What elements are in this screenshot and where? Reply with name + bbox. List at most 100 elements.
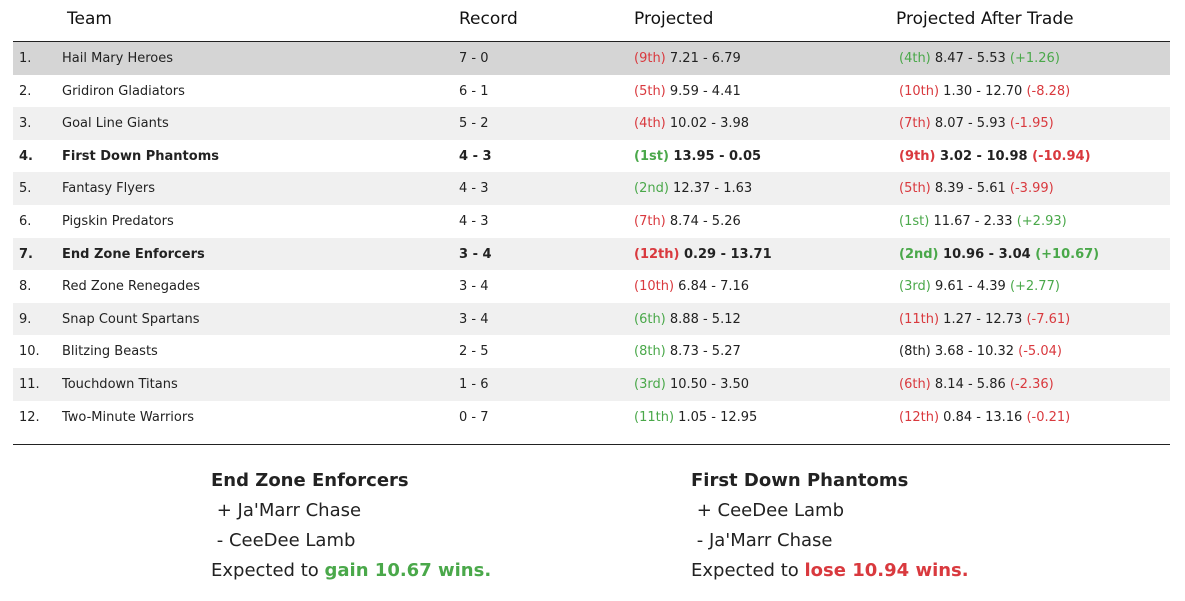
- projected-cell: (11th) 1.05 - 12.95: [634, 410, 757, 425]
- projected-rank: (6th): [634, 311, 666, 327]
- record-cell: 6 - 1: [459, 83, 489, 99]
- after-trade-rank: (6th): [899, 376, 931, 392]
- projected-record: 10.02 - 3.98: [669, 116, 750, 132]
- projected-record: 8.73 - 5.27: [669, 344, 741, 360]
- table-row[interactable]: 2. Gridiron Gladiators 6 - 1 (5th) 9.59 - 4…: [13, 75, 1170, 108]
- after-trade-rank: (12th): [899, 409, 940, 425]
- team-name-cell: Fantasy Flyers: [62, 181, 156, 197]
- column-header-projected-after-trade[interactable]: Projected After Trade: [896, 9, 1074, 29]
- rank-cell: 5.: [19, 181, 32, 197]
- team-name-cell: End Zone Enforcers: [62, 246, 205, 262]
- after-trade-rank: (7th): [899, 116, 931, 132]
- after-trade-rank: (1st): [899, 213, 930, 229]
- after-trade-record: 8.07 - 5.93: [934, 116, 1006, 132]
- projected-record: 8.74 - 5.26: [669, 213, 741, 229]
- table-row[interactable]: 8. Red Zone Renegades 3 - 4 (10th) 6.84 - 7…: [13, 270, 1170, 303]
- projected-after-trade-cell: (10th) 1.30 - 12.70 (-8.28): [899, 84, 1070, 99]
- table-row[interactable]: 4. First Down Phantoms 4 - 3 (1st) 13.95 - …: [13, 140, 1170, 173]
- projected-cell: (6th) 8.88 - 5.12: [634, 312, 741, 327]
- after-trade-delta: (+10.67): [1035, 246, 1100, 262]
- record-cell: 3 - 4: [459, 246, 492, 262]
- team-name-cell: Touchdown Titans: [62, 376, 178, 392]
- projected-after-trade-cell: (11th) 1.27 - 12.73 (-7.61): [899, 312, 1070, 327]
- team-name-cell: Gridiron Gladiators: [62, 83, 185, 99]
- projected-rank: (11th): [634, 409, 675, 425]
- projected-rank: (3rd): [634, 376, 666, 392]
- table-row[interactable]: 10. Blitzing Beasts 2 - 5 (8th) 8.73 - 5.27…: [13, 335, 1170, 368]
- after-trade-delta: (+1.26): [1009, 51, 1060, 66]
- column-header-projected[interactable]: Projected: [634, 9, 714, 29]
- summary-player-removed: - CeeDee Lamb: [216, 530, 356, 551]
- summary-player-added: + CeeDee Lamb: [696, 500, 845, 521]
- projected-rank: (4th): [634, 116, 666, 132]
- after-trade-delta: (-7.61): [1026, 311, 1071, 327]
- team-name-cell: First Down Phantoms: [62, 148, 219, 164]
- summary-team-name: First Down Phantoms: [691, 470, 909, 491]
- after-trade-delta: (+2.77): [1009, 279, 1060, 295]
- projected-cell: (10th) 6.84 - 7.16: [634, 279, 749, 294]
- rank-cell: 4.: [19, 148, 33, 164]
- column-header-record[interactable]: Record: [459, 9, 518, 29]
- rank-cell: 1.: [19, 51, 32, 66]
- record-cell: 4 - 3: [459, 148, 492, 164]
- record-cell: 4 - 3: [459, 181, 489, 197]
- projected-cell: (8th) 8.73 - 5.27: [634, 344, 741, 359]
- projected-record: 1.05 - 12.95: [678, 409, 758, 425]
- after-trade-record: 8.47 - 5.53: [934, 51, 1006, 66]
- projected-cell: (1st) 13.95 - 0.05: [634, 149, 761, 164]
- rank-cell: 2.: [19, 83, 32, 99]
- projected-cell: (12th) 0.29 - 13.71: [634, 247, 772, 262]
- rank-cell: 6.: [19, 213, 32, 229]
- record-cell: 2 - 5: [459, 344, 489, 360]
- projected-cell: (3rd) 10.50 - 3.50: [634, 377, 749, 392]
- table-row[interactable]: 6. Pigskin Predators 4 - 3 (7th) 8.74 - 5.2…: [13, 205, 1170, 238]
- rank-cell: 7.: [19, 246, 33, 262]
- after-trade-delta: (-10.94): [1032, 148, 1091, 164]
- summary-player-removed: - Ja'Marr Chase: [696, 530, 833, 551]
- summary-expectation-result: lose 10.94 wins.: [804, 560, 969, 581]
- after-trade-rank: (8th): [899, 344, 931, 360]
- projected-after-trade-cell: (12th) 0.84 - 13.16 (-0.21): [899, 410, 1070, 425]
- record-cell: 5 - 2: [459, 116, 489, 132]
- projected-cell: (7th) 8.74 - 5.26: [634, 214, 741, 229]
- trade-summary-left: End Zone Enforcers + Ja'Marr Chase - Cee…: [211, 470, 491, 590]
- after-trade-record: 3.68 - 10.32: [934, 344, 1015, 360]
- table-row[interactable]: 5. Fantasy Flyers 4 - 3 (2nd) 12.37 - 1.63(…: [13, 172, 1170, 205]
- projected-cell: (2nd) 12.37 - 1.63: [634, 181, 752, 196]
- summary-expectation-prefix: Expected to: [691, 560, 799, 581]
- team-name-cell: Two-Minute Warriors: [62, 409, 194, 425]
- projected-record: 13.95 - 0.05: [673, 148, 762, 164]
- after-trade-record: 10.96 - 3.04: [943, 246, 1031, 262]
- projected-rank: (10th): [634, 279, 675, 295]
- projected-rank: (2nd): [634, 181, 669, 197]
- trade-summary-right: First Down Phantoms + CeeDee Lamb - Ja'M…: [691, 470, 969, 590]
- projected-record: 10.50 - 3.50: [669, 376, 750, 392]
- projected-record: 8.88 - 5.12: [669, 311, 741, 327]
- column-header-team[interactable]: Team: [67, 9, 112, 29]
- after-trade-delta: (-5.04): [1018, 344, 1062, 360]
- table-row[interactable]: 3. Goal Line Giants 5 - 2 (4th) 10.02 - 3.9…: [13, 107, 1170, 140]
- summary-expectation: Expected to gain 10.67 wins.: [211, 560, 491, 590]
- team-name-cell: Pigskin Predators: [62, 213, 174, 229]
- table-row[interactable]: 1. Hail Mary Heroes 7 - 0 (9th) 7.21 - 6.79…: [13, 42, 1170, 75]
- projected-cell: (9th) 7.21 - 6.79: [634, 51, 741, 66]
- projected-rank: (8th): [634, 344, 666, 360]
- projected-cell: (4th) 10.02 - 3.98: [634, 116, 749, 131]
- team-name-cell: Snap Count Spartans: [62, 311, 200, 327]
- record-cell: 7 - 0: [459, 51, 489, 66]
- table-row[interactable]: 9. Snap Count Spartans 3 - 4 (6th) 8.88 - 5…: [13, 302, 1170, 336]
- table-row[interactable]: 7. End Zone Enforcers 3 - 4 (12th) 0.29 - 1…: [13, 237, 1170, 271]
- table-row[interactable]: 11. Touchdown Titans 1 - 6 (3rd) 10.50 - 3.…: [13, 367, 1170, 401]
- after-trade-delta: (-2.36): [1009, 376, 1054, 392]
- after-trade-rank: (2nd): [899, 246, 939, 262]
- after-trade-rank: (9th): [899, 148, 936, 164]
- after-trade-record: 1.27 - 12.73: [943, 311, 1023, 327]
- after-trade-rank: (5th): [899, 181, 931, 197]
- projected-record: 0.29 - 13.71: [683, 246, 772, 262]
- projected-record: 6.84 - 7.16: [678, 279, 750, 295]
- table-row[interactable]: 12. Two-Minute Warriors 0 - 7 (11th) 1.05 -…: [13, 401, 1170, 434]
- rank-cell: 10.: [19, 344, 40, 360]
- rank-cell: 11.: [19, 376, 40, 392]
- standings-table-body: 1. Hail Mary Heroes 7 - 0 (9th) 7.21 - 6.79…: [13, 42, 1170, 433]
- after-trade-delta: (-3.99): [1009, 181, 1054, 197]
